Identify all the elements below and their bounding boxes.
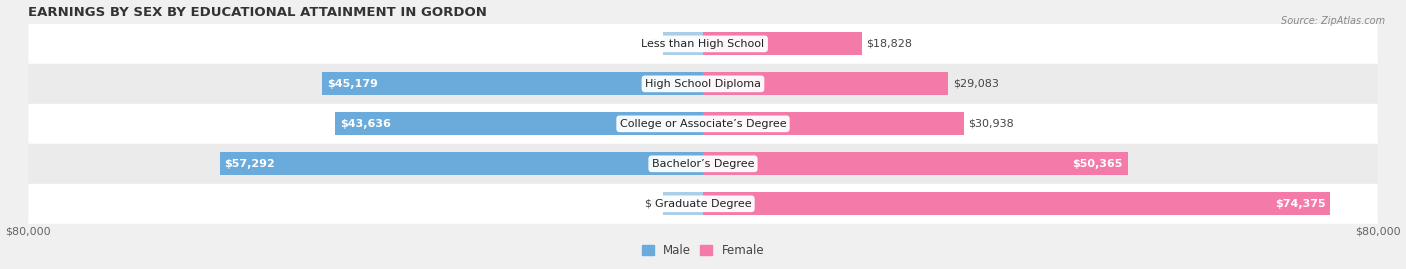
Text: Less than High School: Less than High School xyxy=(641,39,765,49)
Text: $0: $0 xyxy=(644,199,658,209)
Bar xyxy=(703,72,948,95)
Bar xyxy=(662,32,703,55)
Bar xyxy=(703,112,965,135)
Bar xyxy=(219,152,703,175)
Text: $50,365: $50,365 xyxy=(1073,159,1123,169)
Text: $45,179: $45,179 xyxy=(326,79,378,89)
Bar xyxy=(703,152,1128,175)
Text: $43,636: $43,636 xyxy=(340,119,391,129)
Text: $57,292: $57,292 xyxy=(225,159,276,169)
Text: $0: $0 xyxy=(644,39,658,49)
Text: $18,828: $18,828 xyxy=(866,39,912,49)
Bar xyxy=(662,192,703,215)
Text: EARNINGS BY SEX BY EDUCATIONAL ATTAINMENT IN GORDON: EARNINGS BY SEX BY EDUCATIONAL ATTAINMEN… xyxy=(28,6,488,19)
Text: $30,938: $30,938 xyxy=(969,119,1014,129)
FancyBboxPatch shape xyxy=(28,144,1378,184)
Bar xyxy=(335,112,703,135)
Bar xyxy=(703,192,1330,215)
Bar xyxy=(703,32,862,55)
Text: $29,083: $29,083 xyxy=(953,79,998,89)
Legend: Male, Female: Male, Female xyxy=(637,239,769,262)
Text: Bachelor’s Degree: Bachelor’s Degree xyxy=(652,159,754,169)
FancyBboxPatch shape xyxy=(28,104,1378,144)
Text: Graduate Degree: Graduate Degree xyxy=(655,199,751,209)
FancyBboxPatch shape xyxy=(28,24,1378,64)
FancyBboxPatch shape xyxy=(28,64,1378,104)
Text: $74,375: $74,375 xyxy=(1275,199,1326,209)
Text: High School Diploma: High School Diploma xyxy=(645,79,761,89)
Text: Source: ZipAtlas.com: Source: ZipAtlas.com xyxy=(1281,16,1385,26)
FancyBboxPatch shape xyxy=(28,184,1378,224)
Text: College or Associate’s Degree: College or Associate’s Degree xyxy=(620,119,786,129)
Bar xyxy=(322,72,703,95)
